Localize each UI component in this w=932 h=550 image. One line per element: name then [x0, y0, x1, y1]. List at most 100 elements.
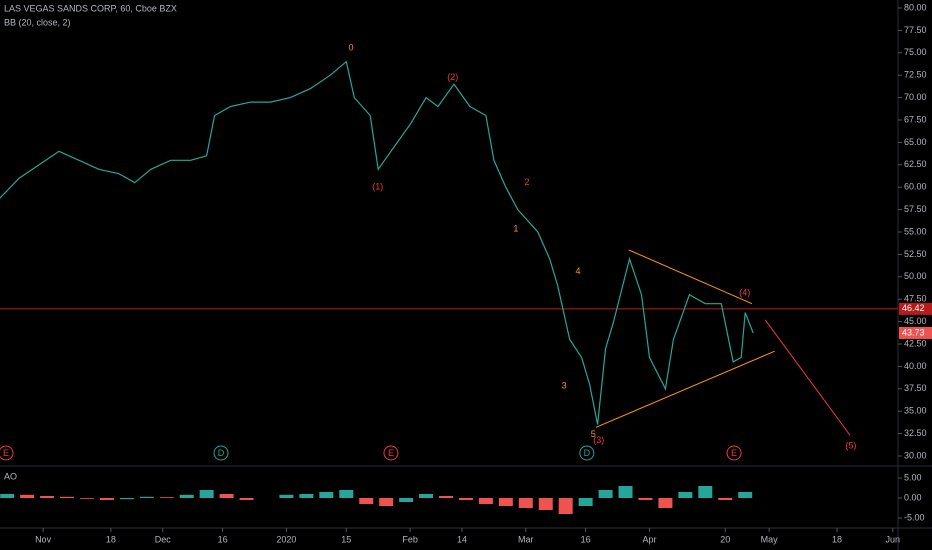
y-tick-label: 55.00 — [904, 226, 927, 236]
y-tick-label: 50.00 — [904, 271, 927, 281]
x-tick-label: 15 — [341, 534, 351, 544]
ao-bar — [458, 498, 473, 500]
y-tick-label: 67.50 — [904, 114, 927, 124]
x-tick-label: Feb — [402, 534, 418, 544]
x-tick-label: 18 — [832, 534, 842, 544]
event-label: E — [731, 448, 737, 458]
hline-tag — [899, 302, 932, 315]
y-tick-label: 80.00 — [904, 2, 927, 12]
hline-tag-label: 46.42 — [902, 303, 925, 313]
chart-title: LAS VEGAS SANDS CORP, 60, Cboe BZX — [4, 3, 177, 13]
y-tick-label: 37.50 — [904, 383, 927, 393]
last-price-tag — [899, 326, 932, 339]
ao-bar — [40, 496, 55, 498]
ao-bar — [538, 498, 553, 510]
ao-bar — [399, 498, 414, 502]
event-label: E — [388, 448, 394, 458]
wave-label: 1 — [513, 224, 518, 234]
y-tick-label: 62.50 — [904, 159, 927, 169]
y-tick-label: 40.00 — [904, 361, 927, 371]
trendline — [628, 249, 753, 305]
ao-bar — [279, 494, 294, 498]
x-tick-label: Jun — [886, 534, 901, 544]
ao-bar — [0, 494, 15, 498]
y-tick-label: 42.50 — [904, 338, 927, 348]
last-price-label: 43.73 — [902, 327, 925, 337]
ao-bar — [319, 492, 334, 498]
ao-bar — [698, 486, 713, 498]
ao-bar — [379, 498, 394, 506]
ao-bar — [558, 498, 573, 514]
y-tick-label: 70.00 — [904, 92, 927, 102]
ao-bar — [79, 498, 94, 499]
event-marker — [213, 445, 229, 461]
event-label: D — [584, 448, 591, 458]
ao-bar — [419, 494, 434, 498]
ao-bar — [139, 496, 154, 498]
ao-bar — [219, 494, 234, 498]
ao-bar — [598, 490, 613, 498]
event-marker — [0, 445, 14, 461]
y-tick-label: 30.00 — [904, 450, 927, 460]
y-tick-label: 77.50 — [904, 25, 927, 35]
ao-bar — [498, 498, 513, 506]
ao-tick-label: 0.00 — [904, 492, 922, 502]
event-label: E — [3, 448, 9, 458]
trendline — [764, 319, 851, 436]
wave-label: (2) — [447, 72, 458, 82]
indicator-label: BB (20, close, 2) — [4, 17, 71, 27]
y-tick-label: 65.00 — [904, 137, 927, 147]
ao-bar — [439, 496, 453, 498]
x-tick-label: 16 — [581, 534, 591, 544]
y-tick-label: 47.50 — [904, 294, 927, 304]
y-tick-label: 60.00 — [904, 182, 927, 192]
event-label: D — [218, 448, 225, 458]
x-tick-label: 2020 — [276, 534, 296, 544]
ao-bar — [678, 492, 693, 498]
ao-tick-label: 5.00 — [904, 472, 922, 482]
ao-bar — [179, 494, 194, 498]
y-tick-label: 75.00 — [904, 47, 927, 57]
wave-label: (4) — [739, 287, 750, 297]
event-marker — [579, 445, 595, 461]
y-tick-label: 72.50 — [904, 70, 927, 80]
wave-label: 0 — [349, 43, 354, 53]
ao-bar — [119, 498, 134, 500]
ao-bar — [518, 498, 533, 508]
x-tick-label: Dec — [155, 534, 172, 544]
ao-bar — [638, 498, 653, 500]
x-tick-label: Nov — [35, 534, 52, 544]
trendline — [595, 350, 775, 428]
ao-bar — [658, 498, 673, 508]
event-marker — [383, 445, 399, 461]
ao-bar — [159, 497, 174, 498]
ao-bar — [618, 486, 633, 498]
wave-label: 2 — [524, 177, 529, 187]
x-tick-label: Apr — [642, 534, 656, 544]
x-tick-label: 18 — [106, 534, 116, 544]
event-marker — [726, 445, 742, 461]
x-tick-label: May — [761, 534, 779, 544]
ao-bar — [239, 498, 254, 500]
y-tick-label: 32.50 — [904, 428, 927, 438]
ao-bar — [359, 498, 374, 504]
ao-tick-label: -5.00 — [904, 512, 925, 522]
price-line — [0, 60, 754, 425]
x-tick-label: 14 — [457, 534, 467, 544]
ao-bar — [339, 490, 354, 498]
wave-label: 5 — [591, 429, 596, 439]
ao-bar — [738, 492, 753, 498]
wave-label: (3) — [593, 435, 604, 445]
ao-label: AO — [4, 471, 17, 481]
x-tick-label: Mar — [518, 534, 534, 544]
ao-bar — [299, 494, 314, 498]
ao-bar — [718, 498, 733, 500]
ao-bar — [578, 498, 593, 506]
ao-bar — [199, 490, 214, 498]
ao-bar — [20, 494, 35, 498]
x-tick-label: 16 — [218, 534, 228, 544]
y-tick-label: 35.00 — [904, 406, 927, 416]
y-tick-label: 45.00 — [904, 316, 927, 326]
